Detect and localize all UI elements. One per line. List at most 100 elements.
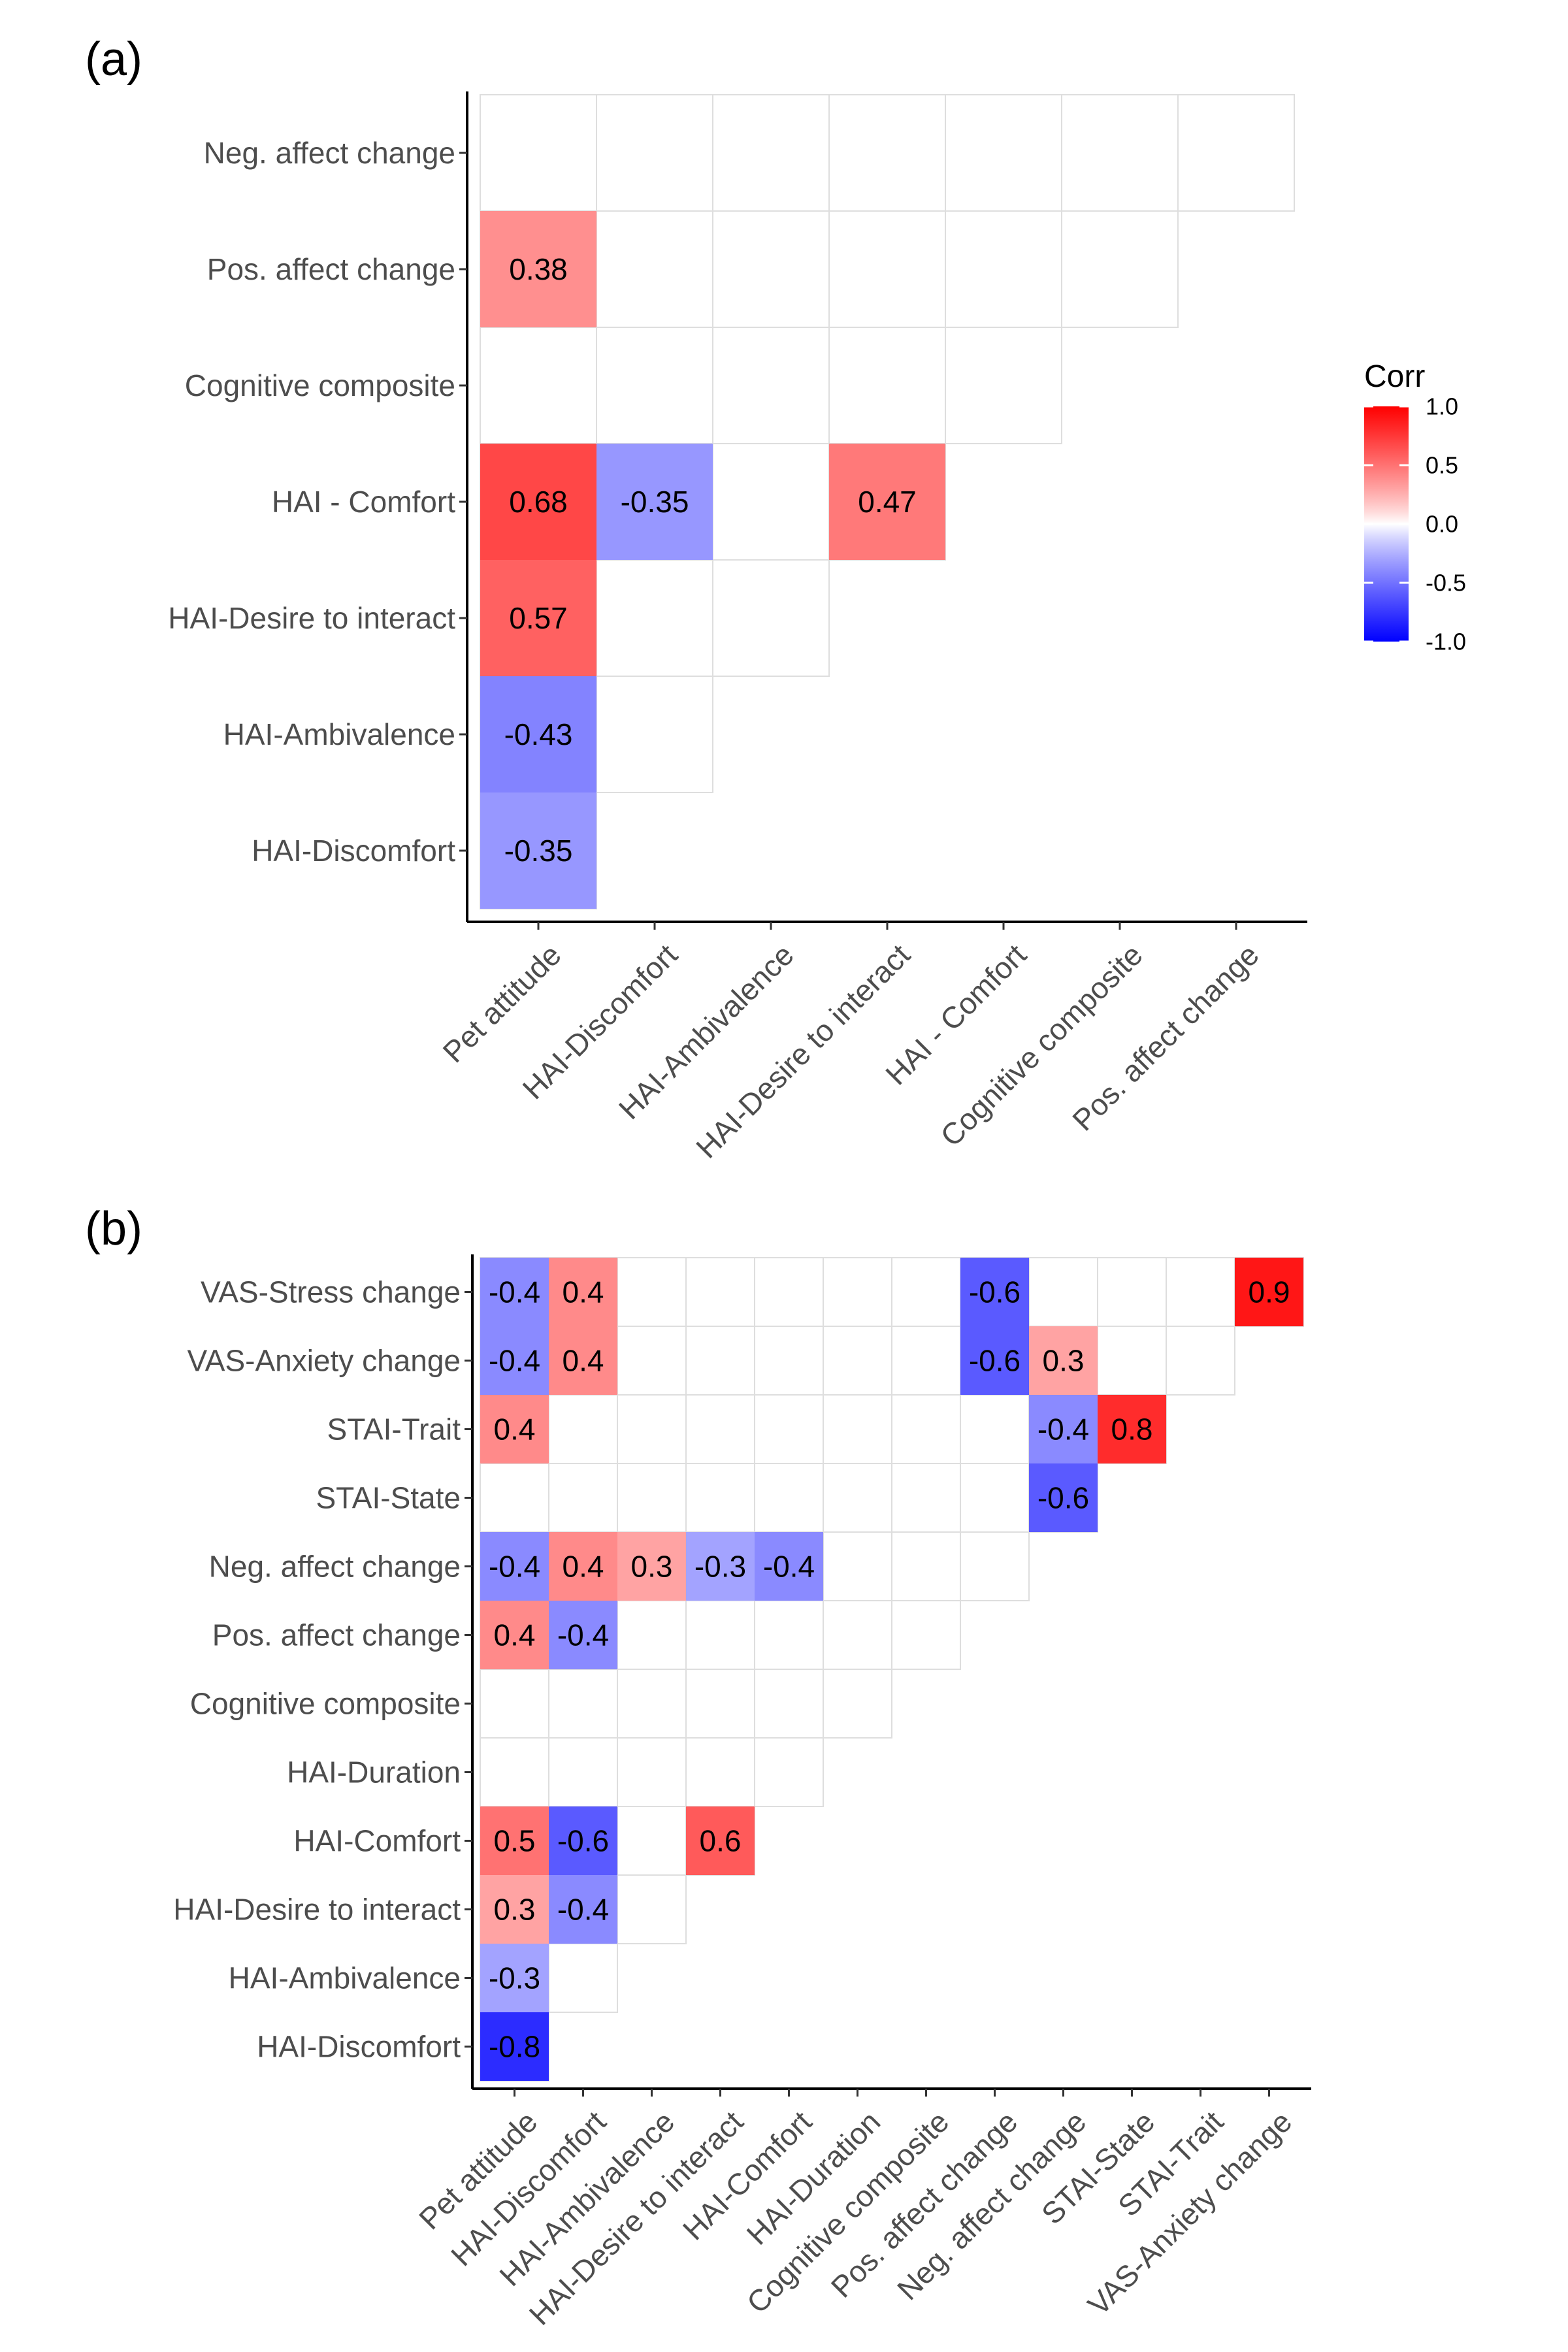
grid-tile [1028,1257,1098,1327]
corr-value-label: 0.4 [563,1550,604,1584]
grid-tile [1166,1257,1235,1327]
grid-tile [712,443,830,561]
grid-tile [548,1463,618,1533]
y-tick-label: HAI-Ambivalence [223,717,455,751]
y-tick-label: Cognitive composite [185,368,455,402]
corr-cell-hai-ambivalence-x-pet-attitude [480,1944,549,2012]
corr-cell-neg-affect-change-x-hai-discomfort [549,1532,617,1601]
corr-cell-hai-desire-to-interact-x-pet-attitude [480,1875,549,1944]
x-tick-label: Cognitive composite [934,938,1149,1153]
grid-tile [685,1600,755,1670]
grid-tile [754,1326,824,1396]
grid-tile [754,1257,824,1327]
corr-value-label: 0.4 [563,1275,604,1309]
corr-cell-neg-affect-change-x-hai-desire-to-interact [686,1532,755,1601]
y-tick-label: HAI-Discomfort [252,834,455,868]
corr-value-label: 0.57 [509,601,568,635]
corr-cell-neg-affect-change-x-hai-ambivalence [617,1532,686,1601]
corr-cell-stai-trait-x-neg-affect-change [1029,1395,1098,1463]
grid-tile [823,1257,892,1327]
grid-tile [617,1326,687,1396]
y-tick-label: HAI-Discomfort [257,2030,461,2064]
grid-tile [617,1806,687,1876]
grid-tile [945,210,1062,328]
legend-tick-label: 1.0 [1426,393,1458,420]
corr-value-label: -0.6 [1037,1481,1089,1515]
grid-tile [823,1394,892,1464]
grid-tile [480,94,597,212]
grid-tile [1177,94,1295,212]
grid-tile [596,94,713,212]
grid-tile [1097,1257,1167,1327]
corr-value-label: 0.3 [1043,1344,1085,1378]
corr-value-label: -0.3 [489,1961,540,1995]
grid-tile [891,1531,961,1601]
corr-value-label: 0.4 [563,1344,604,1378]
corr-value-label: -0.4 [763,1550,815,1584]
x-tick-label: HAI-Desire to interact [689,938,917,1165]
grid-tile [823,1531,892,1601]
grid-tile [823,1600,892,1670]
corr-cell-hai-comfort-x-hai-desire-to-interact [829,444,945,560]
corr-value-label: -0.6 [969,1344,1021,1378]
grid-tile [617,1600,687,1670]
y-tick-label: Pos. affect change [207,252,455,286]
grid-tile [548,1394,618,1464]
corr-value-label: 0.4 [494,1413,536,1446]
y-tick-label: HAI - Comfort [272,485,455,519]
corr-cell-stai-trait-x-pet-attitude [480,1395,549,1463]
corr-cell-neg-affect-change-x-pet-attitude [480,1532,549,1601]
grid-tile [754,1463,824,1533]
grid-tile [960,1531,1030,1601]
corr-value-label: 0.8 [1111,1413,1153,1446]
corr-value-label: 0.9 [1249,1275,1290,1309]
grid-tile [596,327,713,444]
corr-cell-vas-anxiety-change-x-pos-affect-change [960,1326,1029,1395]
corr-value-label: -0.43 [504,717,573,751]
y-tick-label: Cognitive composite [190,1687,461,1721]
y-tick-label: HAI-Comfort [293,1824,461,1858]
corr-cell-hai-ambivalence-x-pet-attitude [480,676,596,792]
corr-cell-hai-comfort-x-pet-attitude [480,444,596,560]
corr-value-label: -0.6 [557,1824,609,1858]
grid-tile [891,1394,961,1464]
grid-tile [617,1737,687,1807]
correlation-cells: -0.4 0.4 -0.6 0.9 -0.4 0.4 -0.6 0.3 0.4 -0.4 0.8 -0… [480,1258,1303,2081]
grid-tile [548,1943,618,2013]
grid-tile [1166,1326,1235,1396]
grid-tile [828,94,946,212]
corr-cell-vas-stress-change-x-vas-anxiety-change [1235,1258,1303,1326]
y-tick-label: STAI-State [316,1481,461,1515]
corr-cell-stai-state-x-neg-affect-change [1029,1463,1098,1532]
grid-tile [823,1463,892,1533]
y-tick-label: STAI-Trait [327,1413,461,1446]
y-tick-label: Pos. affect change [212,1618,461,1652]
grid-tile [617,1874,687,1944]
grid-tile [480,1737,549,1807]
corr-cell-neg-affect-change-x-hai-comfort [755,1532,823,1601]
y-tick-label: VAS-Anxiety change [188,1344,461,1378]
legend-title: Corr [1364,359,1425,394]
grid-tile [617,1463,687,1533]
y-tick-label: HAI-Ambivalence [229,1961,461,1995]
grid-tile [480,1463,549,1533]
y-tick-label: HAI-Desire to interact [168,601,455,635]
corr-value-label: -0.4 [557,1618,609,1652]
corr-value-label: -0.35 [621,485,689,519]
corr-value-label: -0.4 [489,1275,540,1309]
legend-tick-label: -1.0 [1426,629,1466,655]
corr-cell-hai-comfort-x-hai-discomfort [549,1806,617,1875]
y-tick-label: VAS-Stress change [201,1275,461,1309]
grid-tile [480,327,597,444]
grid-tile [945,94,1062,212]
grid-tile [754,1737,824,1807]
grid-tile [712,327,830,444]
corr-value-label: -0.8 [489,2030,540,2064]
grid-tile [685,1669,755,1739]
corr-value-label: -0.35 [504,834,573,868]
grid-tile [596,559,713,677]
grid-tile [712,210,830,328]
corr-cell-vas-stress-change-x-pos-affect-change [960,1258,1029,1326]
grid-tile [617,1257,687,1327]
grid-tile [548,1737,618,1807]
